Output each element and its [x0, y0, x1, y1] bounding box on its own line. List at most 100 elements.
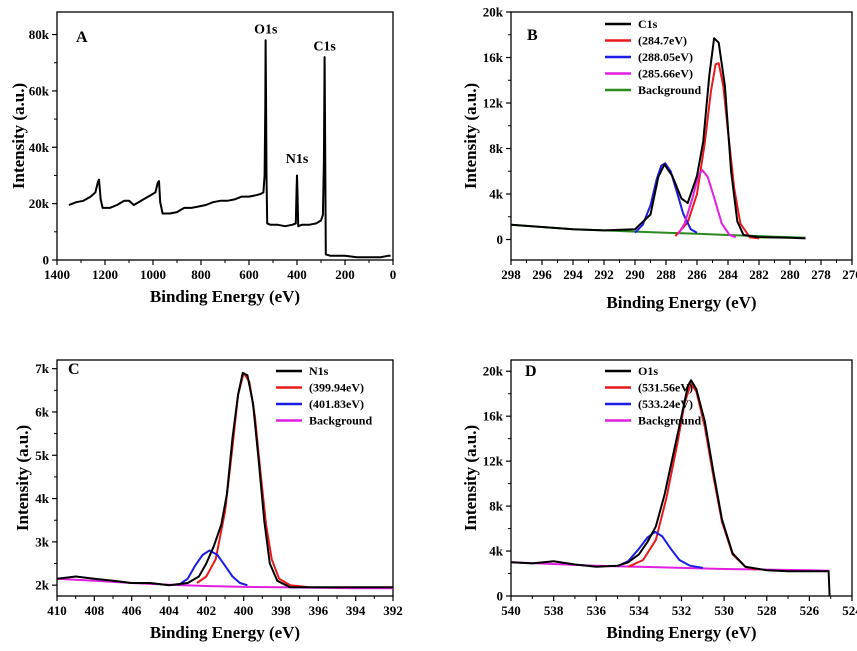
chart-b-ytick-label: 8k — [489, 141, 504, 156]
chart-d-ytick-label: 12k — [483, 454, 504, 469]
chart-a-peak-annotation: C1s — [313, 39, 336, 54]
chart-d-ytick-label: 4k — [489, 544, 504, 559]
chart-b-panel-letter: B — [527, 27, 538, 44]
chart-b-x-axis-label: Binding Energy (eV) — [606, 293, 756, 312]
chart-b-xtick-label: 284 — [718, 267, 738, 282]
chart-a-xtick-label: 800 — [191, 267, 211, 282]
chart-d-legend-label: (531.56eV) — [638, 381, 693, 395]
chart-c-ytick-label: 7k — [35, 361, 50, 376]
chart-c-xtick-label: 394 — [346, 603, 366, 618]
chart-c-series-n1s — [57, 372, 393, 589]
chart-b-legend-label: C1s — [638, 17, 658, 31]
chart-b-ytick-label: 20k — [483, 5, 504, 20]
chart-d-xtick-label: 536 — [587, 603, 607, 618]
chart-b-xtick-label: 298 — [501, 267, 521, 282]
chart-c-xtick-label: 396 — [309, 603, 329, 618]
chart-d-panel-letter: D — [525, 363, 537, 380]
chart-c-legend-label: Background — [309, 414, 372, 428]
chart-c-xtick-label: 400 — [234, 603, 254, 618]
chart-b-series-background — [511, 223, 806, 239]
chart-a-xtick-label: 1400 — [44, 267, 70, 282]
chart-d-legend-label: O1s — [638, 364, 658, 378]
chart-b-xtick-label: 292 — [594, 267, 614, 282]
chart-a-xtick-label: 200 — [335, 267, 355, 282]
chart-b-xtick-label: 296 — [532, 267, 552, 282]
chart-d-ytick-label: 0 — [497, 589, 504, 604]
chart-b-series-284-7ev — [674, 62, 760, 240]
chart-b-series-c1s — [511, 37, 806, 240]
chart-d-xtick-label: 524 — [842, 603, 857, 618]
chart-d-xtick-label: 532 — [672, 603, 692, 618]
chart-b-ytick-label: 16k — [483, 50, 504, 65]
panel-d-o1s-spectrum: 540 538 536 534 532 530 528 526 524 0 4k 8k 12k 16k 20… — [461, 359, 857, 642]
chart-d-legend-label: (533.24eV) — [638, 397, 693, 411]
chart-b-xtick-label: 288 — [656, 267, 676, 282]
chart-d-xtick-label: 534 — [629, 603, 649, 618]
chart-c-xtick-label: 406 — [122, 603, 142, 618]
chart-d-xtick-label: 538 — [544, 603, 564, 618]
chart-d-ytick-label: 20k — [483, 364, 504, 379]
chart-b-legend-label: (285.66eV) — [638, 67, 693, 81]
panel-b-c1s-spectrum: 298 296 294 292 290 288 286 284 282 280 278 276 0 4k 8… — [461, 5, 857, 313]
chart-c-series-401-83ev — [177, 549, 248, 587]
chart-b-xtick-label: 290 — [625, 267, 645, 282]
panel-c-n1s-spectrum: 410 408 406 404 402 400 398 396 394 392 2k 3k 4k 5k 6k… — [13, 359, 403, 642]
chart-a-y-axis-label: Intensity (a.u.) — [9, 83, 28, 189]
chart-a-peak-annotation: N1s — [286, 152, 309, 167]
chart-c-panel-letter: C — [68, 361, 80, 378]
chart-c-xtick-label: 408 — [85, 603, 105, 618]
chart-c-ytick-label: 4k — [35, 491, 50, 506]
chart-d-ytick-label: 16k — [483, 409, 504, 424]
chart-d-xtick-label: 540 — [501, 603, 521, 618]
chart-d-y-axis-label: Intensity (a.u.) — [461, 425, 480, 531]
chart-c-legend-label: N1s — [309, 364, 329, 378]
chart-d-xtick-label: 530 — [714, 603, 734, 618]
chart-c-xtick-label: 410 — [47, 603, 67, 618]
chart-d-series-background — [511, 561, 830, 572]
chart-b-ytick-label: 0 — [497, 232, 504, 247]
chart-c-xtick-label: 404 — [159, 603, 179, 618]
chart-d-series-o1s — [511, 379, 831, 596]
chart-a-ytick-label: 40k — [29, 140, 50, 155]
chart-a-ytick-label: 0 — [43, 253, 50, 268]
chart-b-ytick-label: 4k — [489, 187, 504, 202]
chart-a-xtick-label: 0 — [390, 267, 397, 282]
chart-c-x-axis-label: Binding Energy (eV) — [150, 623, 300, 642]
chart-b-ytick-label: 12k — [483, 96, 504, 111]
chart-c-legend-label: (399.94eV) — [309, 381, 364, 395]
chart-d-legend-label: Background — [638, 414, 701, 428]
chart-a-panel-letter: A — [76, 29, 88, 46]
chart-b-xtick-label: 294 — [563, 267, 583, 282]
chart-a-ytick-label: 80k — [29, 27, 50, 42]
chart-b-series-288-05ev — [634, 162, 698, 234]
chart-c-ytick-label: 3k — [35, 534, 50, 549]
chart-b-xtick-label: 276 — [842, 267, 857, 282]
chart-a-x-axis-label: Binding Energy (eV) — [150, 287, 300, 306]
chart-a-ytick-label: 60k — [29, 83, 50, 98]
chart-a-xtick-label: 1200 — [92, 267, 118, 282]
chart-b-series-285-66ev — [677, 169, 737, 239]
chart-a-xtick-label: 600 — [239, 267, 259, 282]
chart-a-peak-annotation: O1s — [254, 22, 278, 37]
chart-c-plot-frame — [56, 359, 394, 597]
chart-c-xtick-label: 402 — [197, 603, 217, 618]
chart-d-ytick-label: 8k — [489, 499, 504, 514]
chart-c-ytick-label: 5k — [35, 448, 50, 463]
chart-d-xtick-label: 528 — [757, 603, 777, 618]
chart-b-xtick-label: 278 — [811, 267, 831, 282]
panel-a-survey-spectrum: 1400 1200 1000 800 600 400 200 0 0 20k 40k 60k 80k Bi… — [9, 11, 397, 306]
chart-c-legend-label: (401.83eV) — [309, 397, 364, 411]
chart-d-xtick-label: 526 — [800, 603, 820, 618]
chart-a-ytick-label: 20k — [29, 196, 50, 211]
chart-b-legend-label: Background — [638, 83, 701, 97]
chart-a-series-survey — [68, 39, 391, 259]
chart-b-xtick-label: 282 — [749, 267, 769, 282]
chart-c-ytick-label: 6k — [35, 404, 50, 419]
chart-c-y-axis-label: Intensity (a.u.) — [13, 425, 32, 531]
chart-b-xtick-label: 286 — [687, 267, 707, 282]
chart-a-xtick-label: 1000 — [140, 267, 166, 282]
chart-c-ytick-label: 2k — [35, 578, 50, 593]
chart-c-xtick-label: 392 — [383, 603, 403, 618]
chart-b-legend-label: (284.7eV) — [638, 34, 687, 48]
